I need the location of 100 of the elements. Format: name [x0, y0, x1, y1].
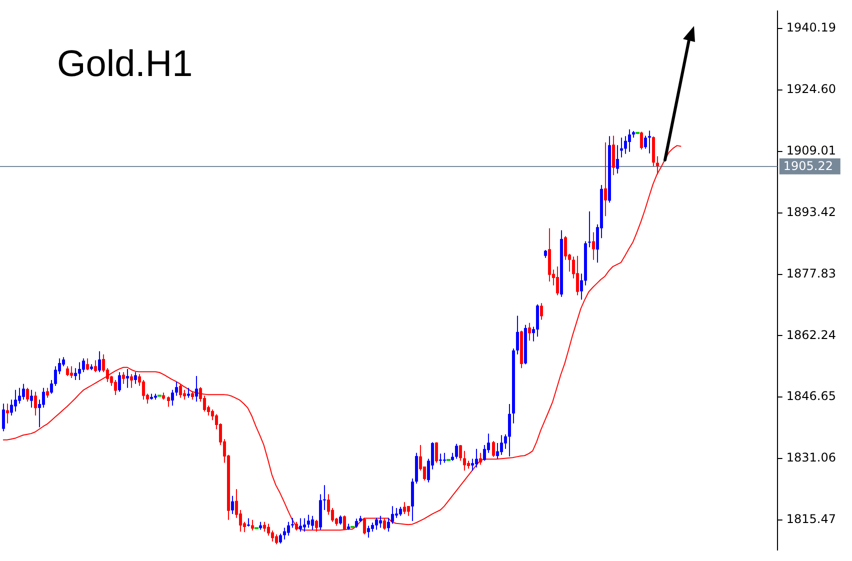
candlestick — [387, 517, 390, 532]
y-tick-label: 1924.60 — [786, 82, 836, 96]
candlestick — [195, 376, 198, 402]
y-tick-label: 1877.83 — [786, 266, 836, 280]
candlestick — [263, 521, 266, 532]
candlestick — [114, 379, 117, 396]
candlestick — [475, 448, 478, 468]
candlestick — [496, 442, 499, 460]
text: Gold.H1 — [57, 43, 193, 84]
candlestick — [648, 130, 651, 154]
candlestick — [134, 372, 137, 384]
y-tick-label: 1846.65 — [786, 389, 836, 404]
candlestick — [2, 403, 5, 432]
candlestick — [142, 379, 145, 400]
candlestick — [271, 530, 274, 542]
candlestick — [287, 521, 290, 536]
candlestick — [580, 273, 583, 300]
candlestick — [644, 135, 647, 150]
candlestick — [592, 232, 595, 260]
candlestick — [500, 434, 503, 456]
candlestick — [492, 440, 495, 458]
candlestick — [483, 444, 486, 462]
candlestick — [118, 372, 121, 392]
candlestick — [251, 519, 254, 531]
candlestick — [652, 136, 655, 167]
candlestick — [46, 387, 49, 398]
y-tick-label: 1940.19 — [786, 20, 836, 35]
candlestick — [130, 374, 133, 388]
candlestick — [371, 522, 374, 532]
candlestick — [367, 525, 370, 538]
candlestick — [22, 383, 25, 400]
candlestick — [339, 515, 342, 526]
candlestick — [612, 135, 615, 176]
y-tick-label: 1815.47 — [786, 512, 836, 526]
candlestick — [6, 403, 9, 424]
candlestick — [78, 362, 81, 380]
candlestick — [403, 502, 406, 514]
candlestick — [528, 322, 531, 342]
candlestick — [66, 366, 69, 377]
candlestick — [443, 452, 446, 464]
candlestick — [459, 444, 462, 462]
candlestick — [14, 389, 17, 412]
candlestick — [86, 358, 89, 371]
candlestick — [211, 409, 214, 421]
candlestick — [291, 517, 294, 528]
candlestick — [548, 228, 551, 282]
candlestick — [463, 450, 466, 472]
candlestick — [70, 366, 73, 379]
candlestick — [516, 315, 519, 355]
y-tick-label: 1831.06 — [786, 450, 836, 465]
candlestick — [407, 506, 410, 516]
candlestick — [30, 389, 33, 408]
candlestick — [74, 368, 77, 380]
candlestick — [439, 453, 442, 466]
candlestick — [455, 443, 458, 460]
candlestick — [279, 533, 282, 544]
candlestick — [167, 396, 170, 408]
candlestick — [42, 387, 45, 408]
candlestick — [299, 518, 302, 532]
y-tick-label: 1893.42 — [786, 204, 836, 219]
candlestick — [122, 372, 125, 384]
candlestick — [624, 136, 627, 154]
candlestick — [588, 210, 591, 248]
candlestick — [375, 517, 378, 530]
candlestick — [564, 236, 567, 260]
candlestick — [628, 128, 631, 152]
candlestick — [94, 360, 97, 373]
candlestick — [82, 358, 85, 373]
candlestick — [26, 387, 29, 402]
y-tick-label: 1909.01 — [786, 144, 836, 158]
candlestick — [307, 514, 310, 528]
y-tick-label: 1862.24 — [786, 328, 836, 342]
candlestick — [311, 515, 314, 530]
candlestick — [98, 350, 101, 373]
candlestick — [640, 131, 643, 150]
candlestick — [303, 518, 306, 532]
candlestick — [576, 255, 579, 296]
candlestick — [391, 506, 394, 524]
candlestick — [556, 266, 559, 296]
candlestick — [179, 383, 182, 398]
candlestick — [175, 381, 178, 396]
candlestick — [508, 404, 511, 457]
candlestick — [656, 156, 659, 175]
candlestick — [479, 452, 482, 466]
candlestick — [604, 142, 607, 217]
candlestick — [471, 458, 474, 472]
candlestick — [504, 434, 507, 450]
candlestick — [355, 518, 358, 528]
candlestick — [379, 515, 382, 528]
candlestick — [34, 391, 37, 416]
candlestick — [275, 534, 278, 545]
candlestick — [395, 508, 398, 518]
candlestick — [399, 506, 402, 516]
candlestick — [18, 387, 21, 404]
candlestick — [267, 523, 270, 536]
ref-line-label: 1905.22 — [783, 158, 833, 173]
candlestick — [126, 368, 129, 388]
candlestick — [231, 495, 234, 514]
candlestick — [435, 442, 438, 464]
candlestick — [540, 302, 543, 320]
